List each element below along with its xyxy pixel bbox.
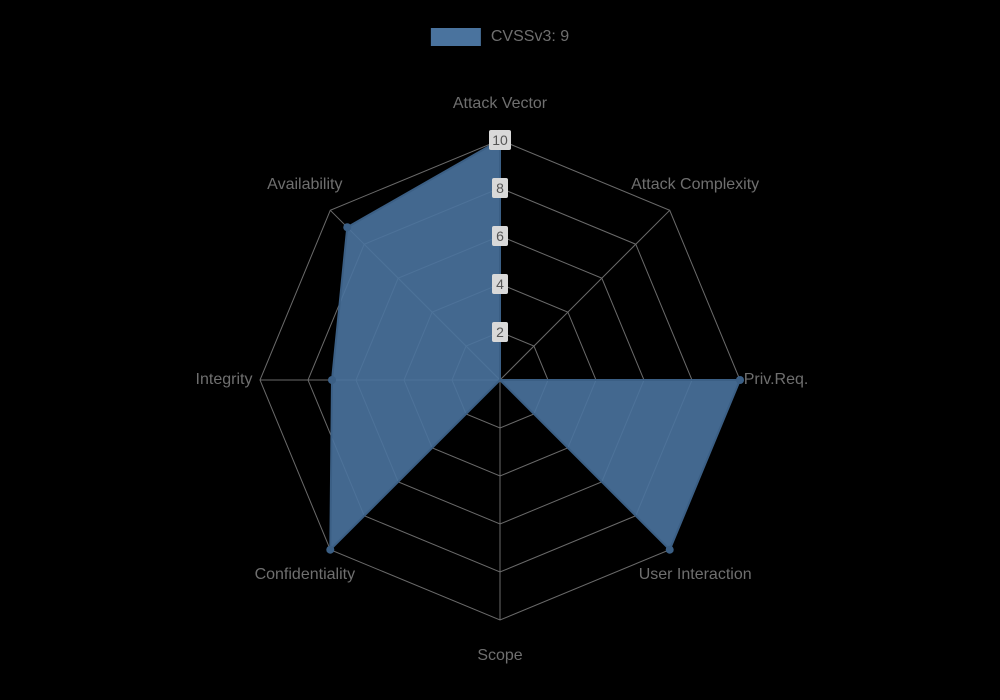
axis-label: Attack Complexity: [631, 176, 759, 194]
axis-label: Scope: [477, 647, 522, 665]
axis-label: Availability: [267, 176, 342, 194]
axis-label: User Interaction: [639, 566, 752, 584]
axis-label: Integrity: [196, 371, 253, 389]
axis-label: Priv.Req.: [744, 371, 809, 389]
axis-label: Attack Vector: [453, 95, 547, 113]
axis-label: Confidentiality: [255, 566, 356, 584]
radar-chart-container: CVSSv3: 9 246810Attack VectorAttack Comp…: [0, 0, 1000, 700]
